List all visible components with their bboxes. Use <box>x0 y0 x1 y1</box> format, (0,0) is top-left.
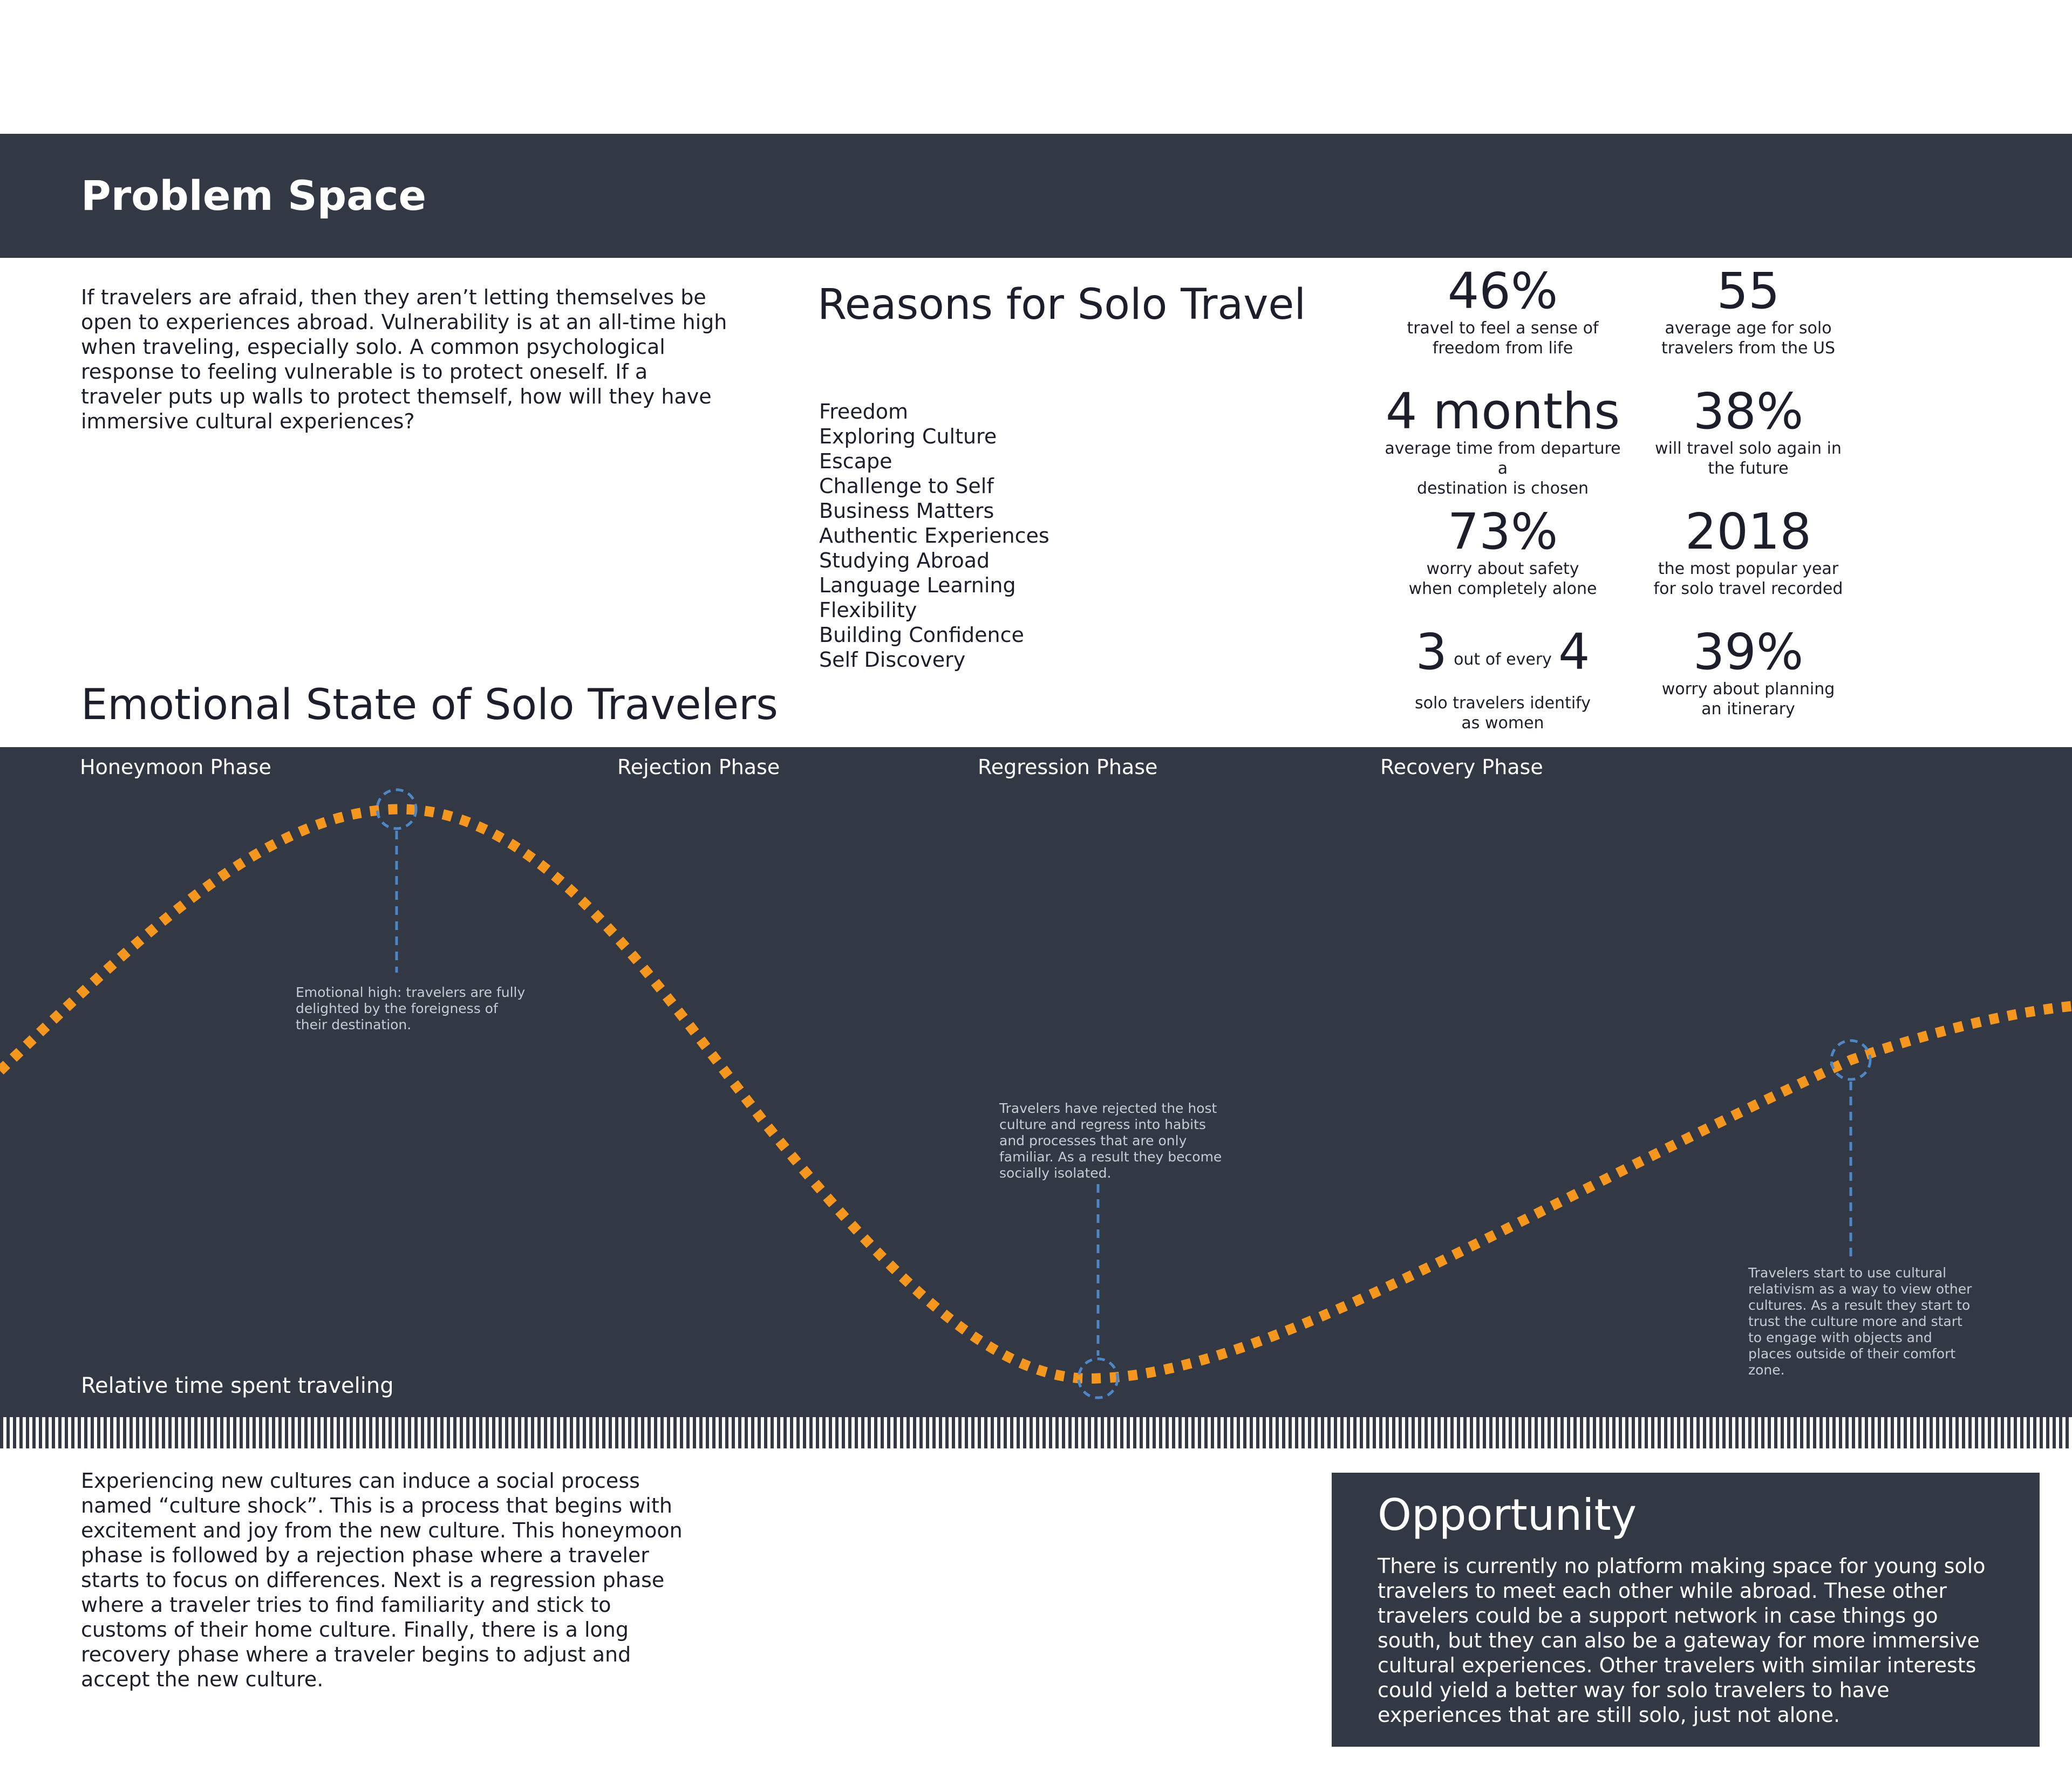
stat-average-age: 55 average age for solo travelers from t… <box>1624 264 1872 358</box>
phase-label-honeymoon: Honeymoon Phase <box>80 755 271 779</box>
opportunity-text: There is currently no platform making sp… <box>1378 1554 1986 1727</box>
emotion-curve-diagram <box>0 788 2072 1399</box>
regression-marker <box>1077 1357 1119 1399</box>
stat-number: 3 <box>1415 623 1448 681</box>
stat-label: travel to feel a sense of <box>1407 319 1599 338</box>
stat-label: destination is chosen <box>1416 479 1589 498</box>
diagram-background <box>0 747 2072 1417</box>
intro-paragraph: If travelers are afraid, then they aren’… <box>81 285 727 433</box>
reasons-list: Freedom Exploring Culture Escape Challen… <box>819 399 1049 672</box>
stat-value: 39% <box>1693 623 1804 681</box>
stat-label: worry about safety <box>1426 559 1579 578</box>
opportunity-title: Opportunity <box>1378 1490 1637 1540</box>
stat-number: 4 <box>1558 623 1590 681</box>
stat-label: when completely alone <box>1408 579 1597 598</box>
reason-item: Freedom <box>819 400 909 423</box>
stat-planning-time: 4 months average time from departure a d… <box>1379 385 1627 498</box>
page-title: Problem Space <box>81 172 427 220</box>
recovery-marker <box>1830 1039 1872 1081</box>
stat-label: travelers from the US <box>1661 339 1836 358</box>
stat-connector: out of every <box>1454 650 1552 669</box>
stat-women: 3 out of every 4 solo travelers identify a… <box>1379 625 1627 733</box>
stat-label: average age for solo <box>1665 319 1832 338</box>
stat-safety: 73% worry about safety when completely a… <box>1379 505 1627 599</box>
stat-value: 2018 <box>1685 503 1812 560</box>
stat-travel-again: 38% will travel solo again in the future <box>1624 385 1872 478</box>
stat-label: as women <box>1461 714 1544 733</box>
reason-item: Authentic Experiences <box>819 524 1049 548</box>
reason-item: Business Matters <box>819 499 994 523</box>
stat-label: the future <box>1708 459 1789 478</box>
diagram-title: Emotional State of Solo Travelers <box>81 681 778 729</box>
stat-popular-year: 2018 the most popular year for solo trav… <box>1624 505 1872 599</box>
stat-label: average time from departure a <box>1385 439 1621 478</box>
reason-item: Language Learning <box>819 573 1016 597</box>
culture-shock-paragraph: Experiencing new cultures can induce a s… <box>81 1469 683 1691</box>
stat-value: 73% <box>1447 503 1558 560</box>
stat-label: for solo travel recorded <box>1653 579 1843 598</box>
reason-item: Flexibility <box>819 598 917 622</box>
stat-value: 4 months <box>1385 382 1620 440</box>
stat-label: worry about planning <box>1661 680 1835 699</box>
stat-label: will travel solo again in <box>1655 439 1842 458</box>
reason-item: Self Discovery <box>819 648 966 672</box>
stat-label: freedom from life <box>1432 339 1573 358</box>
stat-freedom: 46% travel to feel a sense of freedom fr… <box>1379 264 1627 358</box>
reason-item: Studying Abroad <box>819 549 990 572</box>
header-band <box>0 134 2072 258</box>
stat-itinerary: 39% worry about planning an itinerary <box>1624 625 1872 719</box>
phase-label-rejection: Rejection Phase <box>617 755 780 779</box>
stat-label: the most popular year <box>1658 559 1839 578</box>
stat-label: an itinerary <box>1701 700 1795 719</box>
timeline-ticks <box>0 1417 2072 1448</box>
phase-label-recovery: Recovery Phase <box>1380 755 1543 779</box>
reason-item: Challenge to Self <box>819 474 994 498</box>
phase-label-regression: Regression Phase <box>978 755 1158 779</box>
stat-label: solo travelers identify <box>1415 694 1591 713</box>
reasons-title: Reasons for Solo Travel <box>817 281 1306 329</box>
reason-item: Escape <box>819 449 892 473</box>
annotation-honeymoon: Emotional high: travelers are fully deli… <box>296 984 526 1032</box>
reason-item: Building Confidence <box>819 623 1024 647</box>
opportunity-box <box>1332 1473 2040 1747</box>
stat-value: 46% <box>1447 262 1558 320</box>
annotation-recovery: Travelers start to use cultural relativi… <box>1748 1265 1972 1378</box>
stat-value: 38% <box>1693 382 1804 440</box>
honeymoon-marker <box>376 788 418 830</box>
axis-label: Relative time spent traveling <box>81 1373 394 1398</box>
stat-value: 3 out of every 4 <box>1379 625 1627 693</box>
reason-item: Exploring Culture <box>819 425 997 448</box>
annotation-regression: Travelers have rejected the host culture… <box>999 1100 1222 1181</box>
emotion-curve <box>0 804 2072 1384</box>
stat-value: 55 <box>1716 262 1780 320</box>
